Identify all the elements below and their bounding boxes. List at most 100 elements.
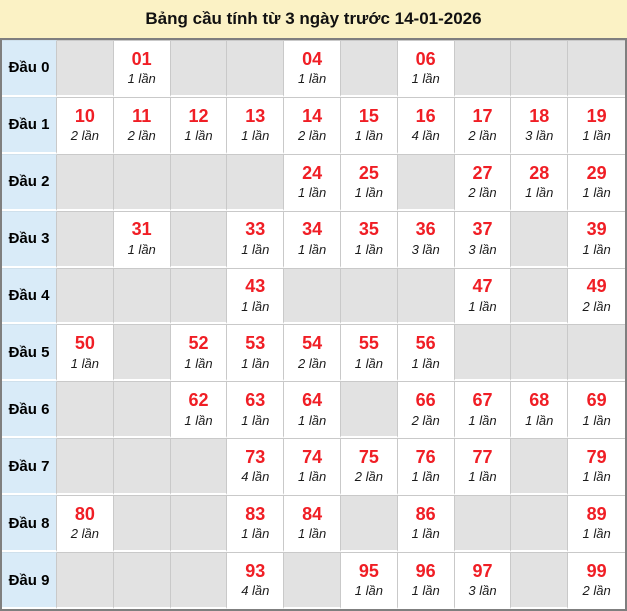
cell-number: 89 — [586, 503, 607, 524]
empty-cell — [57, 267, 114, 325]
cell-number: 50 — [74, 333, 95, 354]
cell-number: 17 — [472, 105, 493, 126]
empty-cell — [568, 40, 625, 97]
number-cell-93: 93 4 lần — [227, 552, 285, 609]
number-cell-06: 06 1 lần — [397, 40, 455, 97]
number-cell-79: 79 1 lần — [568, 438, 625, 496]
empty-cell — [113, 495, 171, 553]
cell-number: 83 — [245, 503, 266, 524]
cell-number: 63 — [245, 390, 266, 411]
empty-cell — [57, 552, 114, 609]
cell-count: 2 lần — [354, 469, 383, 485]
number-cell-31: 31 1 lần — [113, 210, 171, 268]
row-header-dau-8: Đầu 8 — [2, 495, 57, 553]
empty-cell — [57, 381, 114, 439]
cell-number: 37 — [472, 219, 493, 240]
cell-count: 1 lần — [297, 185, 327, 201]
table-row: Đầu 9 93 4 lần 95 1 lần 96 1 lần 97 3 lần 99 2 lần — [2, 552, 625, 609]
number-cell-17: 17 2 lần — [454, 96, 512, 154]
cell-count: 1 lần — [297, 526, 327, 542]
cell-number: 19 — [586, 105, 607, 126]
empty-cell — [511, 324, 569, 382]
cell-count: 1 lần — [70, 355, 99, 371]
cell-number: 84 — [302, 503, 323, 524]
cell-number: 67 — [472, 390, 493, 411]
empty-cell — [511, 552, 569, 609]
cell-number: 34 — [302, 219, 323, 240]
cell-number: 76 — [415, 446, 436, 467]
cell-number: 04 — [302, 48, 323, 69]
row-header-dau-2: Đầu 2 — [2, 153, 57, 211]
number-cell-99: 99 2 lần — [568, 552, 625, 609]
number-cell-34: 34 1 lần — [284, 210, 341, 268]
cell-number: 93 — [245, 560, 266, 581]
table-row: Đầu 0 01 1 lần 04 1 lần 06 1 lần — [2, 40, 625, 97]
cell-number: 35 — [358, 219, 379, 240]
number-cell-75: 75 2 lần — [340, 438, 398, 496]
number-cell-73: 73 4 lần — [227, 438, 285, 496]
empty-cell — [57, 210, 114, 268]
cell-count: 1 lần — [468, 469, 497, 485]
cell-count: 1 lần — [354, 241, 383, 257]
empty-cell — [170, 40, 228, 97]
cell-count: 1 lần — [184, 412, 213, 428]
number-cell-50: 50 1 lần — [57, 324, 114, 382]
empty-cell — [511, 40, 569, 97]
empty-cell — [170, 153, 228, 211]
cell-count: 1 lần — [241, 128, 270, 144]
cell-number: 15 — [358, 105, 379, 126]
cell-number: 97 — [472, 560, 493, 581]
number-cell-55: 55 1 lần — [340, 324, 398, 382]
table-row: Đầu 8 80 2 lần 83 1 lần 84 1 lần 86 1 lần 89 1 lần — [2, 495, 625, 553]
cell-number: 52 — [188, 333, 209, 354]
cell-count: 1 lần — [525, 412, 554, 428]
cell-count: 3 lần — [411, 241, 440, 257]
row-header-dau-0: Đầu 0 — [2, 40, 57, 97]
number-cell-77: 77 1 lần — [454, 438, 512, 496]
empty-cell — [511, 495, 569, 553]
cell-count: 2 lần — [411, 412, 440, 428]
cell-number: 99 — [586, 560, 607, 581]
table-row: Đầu 3 31 1 lần 33 1 lần 34 1 lần 35 1 lần 36 3 lần… — [2, 210, 625, 268]
number-cell-47: 47 1 lần — [454, 267, 512, 325]
row-header-dau-7: Đầu 7 — [2, 438, 57, 496]
cell-count: 1 lần — [582, 128, 611, 144]
cell-number: 25 — [358, 162, 379, 183]
empty-cell — [170, 267, 228, 325]
cell-number: 27 — [472, 162, 493, 183]
cell-number: 80 — [74, 503, 95, 524]
cell-number: 75 — [358, 446, 379, 467]
number-cell-56: 56 1 lần — [397, 324, 455, 382]
cell-count: 2 lần — [468, 185, 497, 201]
cell-number: 54 — [302, 333, 323, 354]
cell-number: 10 — [74, 105, 95, 126]
number-cell-53: 53 1 lần — [227, 324, 285, 382]
empty-cell — [340, 381, 398, 439]
cell-number: 73 — [245, 446, 266, 467]
empty-cell — [170, 495, 228, 553]
empty-cell — [454, 324, 512, 382]
cell-count: 1 lần — [184, 355, 213, 371]
number-cell-28: 28 1 lần — [511, 153, 569, 211]
cell-count: 1 lần — [354, 128, 383, 144]
cell-number: 96 — [415, 560, 436, 581]
number-cell-12: 12 1 lần — [170, 96, 228, 154]
cell-count: 1 lần — [411, 526, 440, 542]
number-cell-37: 37 3 lần — [454, 210, 512, 268]
cell-count: 1 lần — [241, 526, 270, 542]
number-cell-83: 83 1 lần — [227, 495, 285, 553]
number-cell-04: 04 1 lần — [284, 40, 341, 97]
cell-number: 86 — [415, 503, 436, 524]
number-cell-35: 35 1 lần — [340, 210, 398, 268]
cell-count: 1 lần — [297, 241, 327, 257]
number-cell-14: 14 2 lần — [284, 96, 341, 154]
number-cell-33: 33 1 lần — [227, 210, 285, 268]
cell-count: 1 lần — [411, 355, 440, 371]
number-cell-89: 89 1 lần — [568, 495, 625, 553]
cell-number: 18 — [529, 105, 550, 126]
number-cell-64: 64 1 lần — [284, 381, 341, 439]
cell-count: 1 lần — [241, 355, 270, 371]
cell-count: 1 lần — [241, 412, 270, 428]
number-cell-66: 66 2 lần — [397, 381, 455, 439]
